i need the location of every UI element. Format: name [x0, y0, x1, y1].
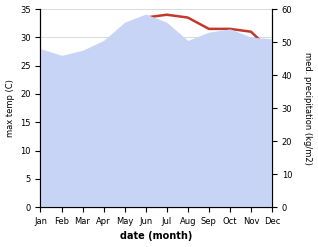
Y-axis label: max temp (C): max temp (C) — [5, 79, 15, 137]
Y-axis label: med. precipitation (kg/m2): med. precipitation (kg/m2) — [303, 52, 313, 165]
X-axis label: date (month): date (month) — [120, 231, 192, 242]
